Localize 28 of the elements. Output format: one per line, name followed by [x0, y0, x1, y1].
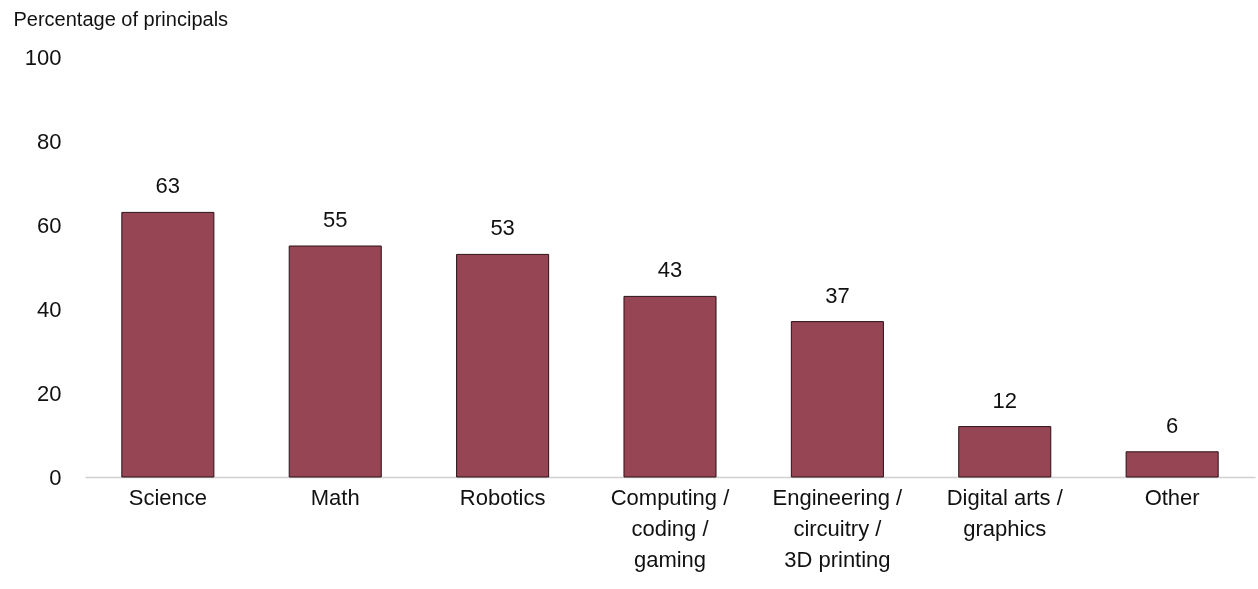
data-label: 55 [322, 207, 348, 232]
y-tick-label: 100 [24, 44, 62, 70]
x-tick-label: Other [1144, 484, 1200, 510]
data-label: 6 [1166, 412, 1179, 438]
data-label: 43 [657, 257, 683, 283]
x-tick-label: Science [128, 484, 207, 510]
y-tick-label: 60 [37, 212, 62, 238]
x-tick-label: Engineering / circuitry / 3D printing [772, 484, 904, 572]
y-tick-label: 40 [37, 296, 62, 322]
y-axis-title: Percentage of principals [13, 7, 229, 30]
bar [121, 211, 215, 478]
data-label: 53 [490, 215, 515, 241]
bar [456, 253, 550, 478]
bar [623, 295, 717, 478]
data-label: 63 [155, 173, 181, 199]
bar [790, 321, 884, 478]
x-tick-label: Digital arts / graphics [946, 484, 1064, 541]
bar [958, 426, 1052, 478]
data-label: 12 [992, 387, 1018, 413]
bar [1125, 451, 1219, 478]
x-tick-label: Computing / coding / gaming [610, 484, 731, 572]
y-tick-label: 80 [37, 128, 62, 154]
x-tick-label: Robotics [459, 484, 546, 510]
data-label: 37 [825, 282, 850, 308]
x-tick-label: Math [310, 484, 360, 510]
y-tick-label: 0 [49, 464, 62, 490]
y-tick-label: 20 [37, 380, 62, 406]
bar [288, 245, 382, 478]
